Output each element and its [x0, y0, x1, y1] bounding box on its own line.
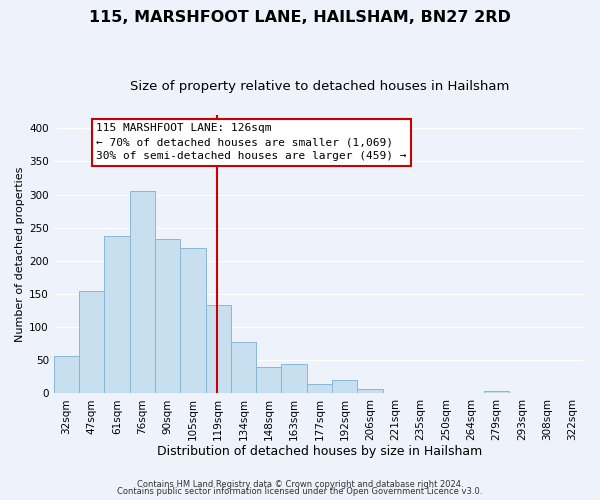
Bar — [484, 392, 509, 394]
Bar — [104, 236, 130, 394]
Bar — [231, 342, 256, 394]
X-axis label: Distribution of detached houses by size in Hailsham: Distribution of detached houses by size … — [157, 444, 482, 458]
Text: 115, MARSHFOOT LANE, HAILSHAM, BN27 2RD: 115, MARSHFOOT LANE, HAILSHAM, BN27 2RD — [89, 10, 511, 25]
Bar — [130, 191, 155, 394]
Bar — [332, 380, 358, 394]
Y-axis label: Number of detached properties: Number of detached properties — [15, 166, 25, 342]
Bar — [79, 290, 104, 394]
Bar — [206, 305, 231, 394]
Bar — [358, 388, 383, 394]
Bar — [307, 384, 332, 394]
Text: Contains HM Land Registry data © Crown copyright and database right 2024.: Contains HM Land Registry data © Crown c… — [137, 480, 463, 489]
Text: Contains public sector information licensed under the Open Government Licence v3: Contains public sector information licen… — [118, 488, 482, 496]
Bar — [180, 248, 206, 394]
Bar — [155, 239, 180, 394]
Bar — [256, 367, 281, 394]
Title: Size of property relative to detached houses in Hailsham: Size of property relative to detached ho… — [130, 80, 509, 93]
Bar — [281, 364, 307, 394]
Text: 115 MARSHFOOT LANE: 126sqm
← 70% of detached houses are smaller (1,069)
30% of s: 115 MARSHFOOT LANE: 126sqm ← 70% of deta… — [96, 124, 407, 162]
Bar — [54, 356, 79, 394]
